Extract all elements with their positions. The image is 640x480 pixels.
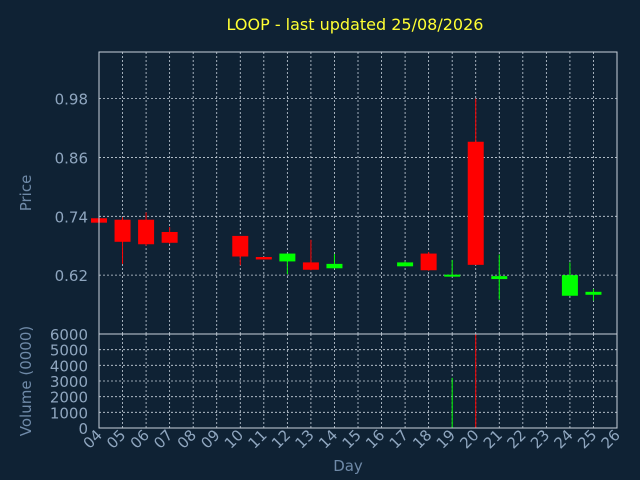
x-axis-label: Day (333, 457, 363, 475)
price-tick-label: 0.74 (55, 208, 88, 226)
x-tick-label: 25 (574, 426, 600, 452)
candle-body (420, 253, 437, 271)
x-tick-label: 26 (598, 426, 624, 452)
x-tick-label: 11 (244, 426, 270, 452)
price-axis-label: Price (17, 175, 35, 212)
price-tick-labels: 0.98 0.86 0.74 0.62 (55, 91, 88, 286)
candle-body (255, 257, 272, 260)
x-tick-label: 20 (456, 426, 482, 452)
candle-body (444, 274, 461, 277)
x-tick-label: 07 (150, 426, 176, 452)
x-tick-label: 13 (292, 426, 318, 452)
candle-body (467, 141, 484, 265)
x-tick-label: 15 (339, 426, 365, 452)
candle-body (232, 235, 249, 257)
candle-body (279, 253, 296, 262)
volume-axis-label: Volume (0000) (17, 326, 35, 436)
x-tick-labels: 0405060708091011121314151617181920212223… (80, 426, 624, 452)
volume-gridlines (98, 334, 618, 428)
candle-body (491, 276, 508, 280)
price-tick-label: 0.86 (55, 149, 88, 167)
x-tick-label: 19 (433, 426, 459, 452)
x-tick-label: 08 (174, 426, 200, 452)
volume-tick-label: 3000 (50, 373, 88, 391)
x-tick-label: 05 (103, 426, 129, 452)
volume-tick-label: 0 (78, 420, 88, 438)
volume-tick-label: 5000 (50, 342, 88, 360)
candle-body (326, 263, 343, 269)
x-tick-label: 10 (221, 426, 247, 452)
x-tick-label: 17 (386, 426, 412, 452)
x-tick-label: 16 (362, 426, 388, 452)
chart-title: LOOP - last updated 25/08/2026 (227, 15, 484, 34)
x-tick-label: 06 (127, 426, 153, 452)
price-tick-label: 0.98 (55, 91, 88, 109)
volume-tick-label: 1000 (50, 404, 88, 422)
x-tick-label: 21 (480, 426, 506, 452)
x-tick-label: 23 (527, 426, 553, 452)
candle-body (138, 219, 155, 245)
x-tick-label: 14 (315, 426, 341, 452)
candle-body (161, 231, 178, 243)
candle-body (302, 262, 319, 270)
x-tick-label: 22 (503, 426, 529, 452)
x-tick-label: 12 (268, 426, 294, 452)
candles (91, 98, 602, 301)
x-tick-label: 09 (197, 426, 223, 452)
volume-panel-frame (98, 333, 618, 429)
price-gridlines (98, 52, 618, 334)
candle-body (397, 262, 414, 267)
volume-bars (451, 334, 477, 428)
x-tick-label: 18 (409, 426, 435, 452)
price-tick-label: 0.62 (55, 267, 88, 285)
candle-body (114, 219, 131, 242)
volume-tick-label: 2000 (50, 389, 88, 407)
volume-tick-label: 6000 (50, 326, 88, 344)
candle-body (585, 291, 602, 295)
x-tick-label: 24 (551, 426, 577, 452)
candle-body (561, 275, 578, 296)
volume-tick-label: 4000 (50, 357, 88, 375)
